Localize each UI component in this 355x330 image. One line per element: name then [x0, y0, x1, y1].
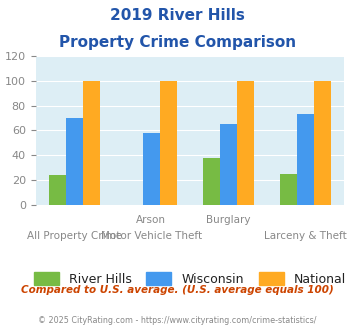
Text: Larceny & Theft: Larceny & Theft [264, 231, 347, 241]
Text: Motor Vehicle Theft: Motor Vehicle Theft [101, 231, 202, 241]
Text: Compared to U.S. average. (U.S. average equals 100): Compared to U.S. average. (U.S. average … [21, 285, 334, 295]
Text: 2019 River Hills: 2019 River Hills [110, 8, 245, 23]
Bar [83, 81, 100, 205]
Bar [237, 81, 254, 205]
Bar [314, 81, 331, 205]
Bar [280, 174, 297, 205]
Bar [160, 81, 177, 205]
Text: All Property Crime: All Property Crime [27, 231, 122, 241]
Text: Arson: Arson [136, 215, 166, 225]
Bar [49, 175, 66, 205]
Text: Property Crime Comparison: Property Crime Comparison [59, 35, 296, 50]
Legend: River Hills, Wisconsin, National: River Hills, Wisconsin, National [29, 267, 351, 291]
Text: Burglary: Burglary [206, 215, 251, 225]
Bar [220, 124, 237, 205]
Bar [143, 133, 160, 205]
Text: © 2025 CityRating.com - https://www.cityrating.com/crime-statistics/: © 2025 CityRating.com - https://www.city… [38, 316, 317, 325]
Bar [66, 118, 83, 205]
Bar [297, 114, 314, 205]
Bar [203, 157, 220, 205]
